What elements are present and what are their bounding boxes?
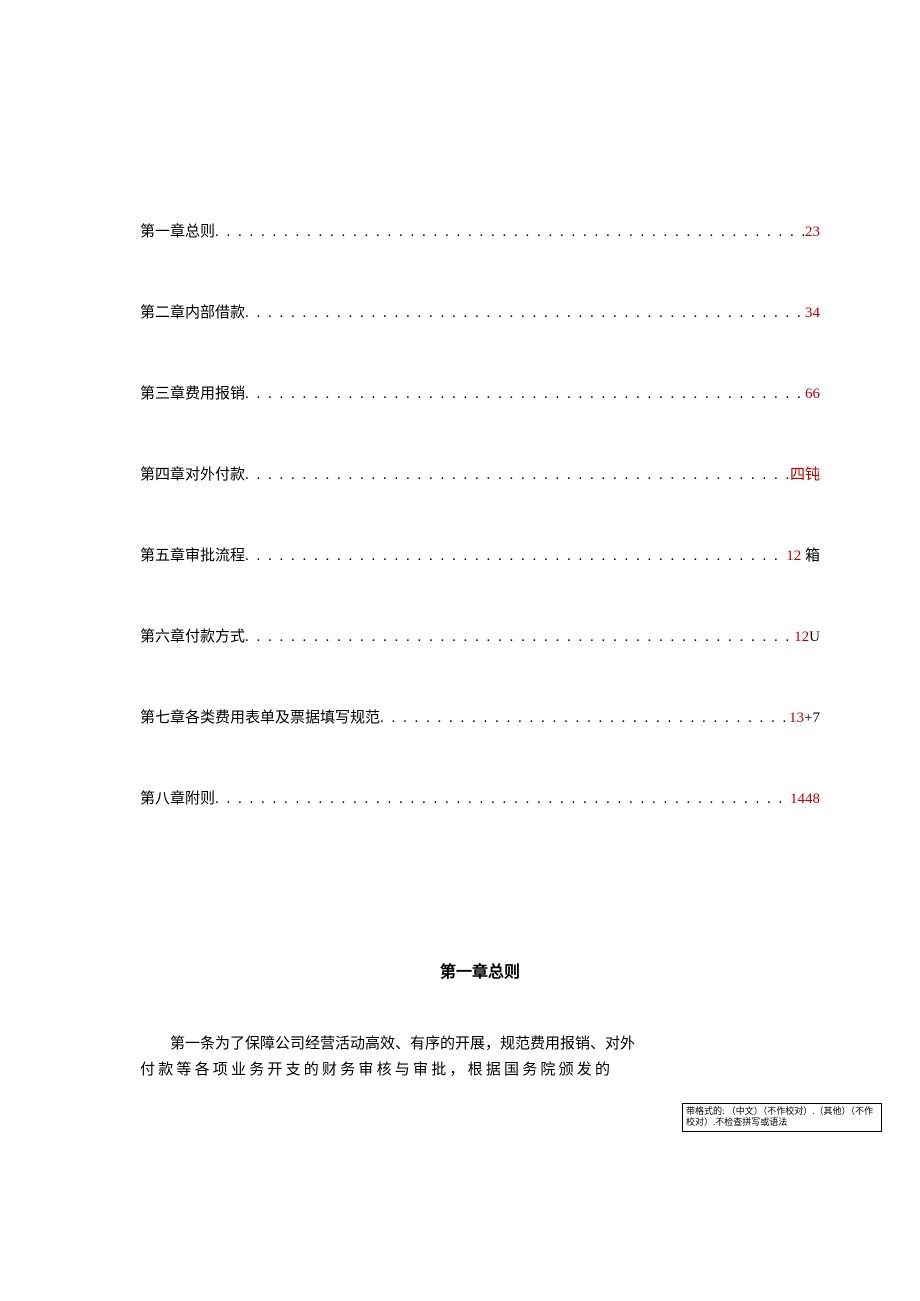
toc-page-number: 四钝 xyxy=(790,463,820,484)
toc-leader-dots xyxy=(215,791,790,808)
body-line-1: 第一条为了保障公司经营活动高效、有序的开展，规范费用报销、对外 xyxy=(140,1032,820,1058)
toc-leader-dots xyxy=(245,467,790,484)
toc-label: 第七章各类费用表单及票据填写规范 xyxy=(140,706,380,727)
toc-entry: 第七章各类费用表单及票据填写规范 13+7 xyxy=(140,706,820,727)
toc-label: 第五章审批流程 xyxy=(140,544,245,565)
toc-page-number: 1448 xyxy=(790,791,820,808)
toc-label: 第一章总则 xyxy=(140,220,215,241)
toc-leader-dots xyxy=(245,386,805,403)
toc-page-number: 66 xyxy=(805,386,820,403)
toc-entry: 第三章费用报销 66 xyxy=(140,382,820,403)
body-paragraph: 第一条为了保障公司经营活动高效、有序的开展，规范费用报销、对外 付款等各项业务开… xyxy=(140,1032,820,1083)
toc-label: 第八章附则 xyxy=(140,787,215,808)
toc-label: 第二章内部借款 xyxy=(140,301,245,322)
toc-leader-dots xyxy=(215,224,805,241)
section-title: 第一章总则 xyxy=(140,958,820,982)
toc-label: 第三章费用报销 xyxy=(140,382,245,403)
toc-leader-dots xyxy=(245,305,805,322)
format-comment-box: 带格式的: （中文）（不作校对）.（其他）（不作校对）.不检查拼写或语法 xyxy=(682,1103,882,1132)
toc-entry: 第六章付款方式 12U xyxy=(140,625,820,646)
toc-label: 第六章付款方式 xyxy=(140,625,245,646)
toc-entry: 第五章审批流程 12 箱 xyxy=(140,544,820,565)
toc-entry: 第四章对外付款 四钝 xyxy=(140,463,820,484)
toc-page-number: 23 xyxy=(805,224,820,241)
toc-leader-dots xyxy=(245,548,786,565)
body-line-2: 付款等各项业务开支的财务审核与审批，根据国务院颁发的 xyxy=(140,1058,820,1084)
toc-page-number: 12 箱 xyxy=(786,544,820,565)
toc-page-number: 12U xyxy=(794,629,820,646)
toc-entry: 第八章附则 1448 xyxy=(140,787,820,808)
document-page: 第一章总则 23 第二章内部借款 34 第三章费用报销 66 第四章对外付款 四钝第五章审批流… xyxy=(0,0,920,1083)
toc-label: 第四章对外付款 xyxy=(140,463,245,484)
toc-leader-dots xyxy=(245,629,794,646)
toc-page-number: 34 xyxy=(805,305,820,322)
table-of-contents: 第一章总则 23 第二章内部借款 34 第三章费用报销 66 第四章对外付款 四钝第五章审批流… xyxy=(140,220,820,808)
toc-entry: 第二章内部借款 34 xyxy=(140,301,820,322)
toc-leader-dots xyxy=(380,710,789,727)
toc-page-number: 13+7 xyxy=(789,710,820,727)
toc-entry: 第一章总则 23 xyxy=(140,220,820,241)
